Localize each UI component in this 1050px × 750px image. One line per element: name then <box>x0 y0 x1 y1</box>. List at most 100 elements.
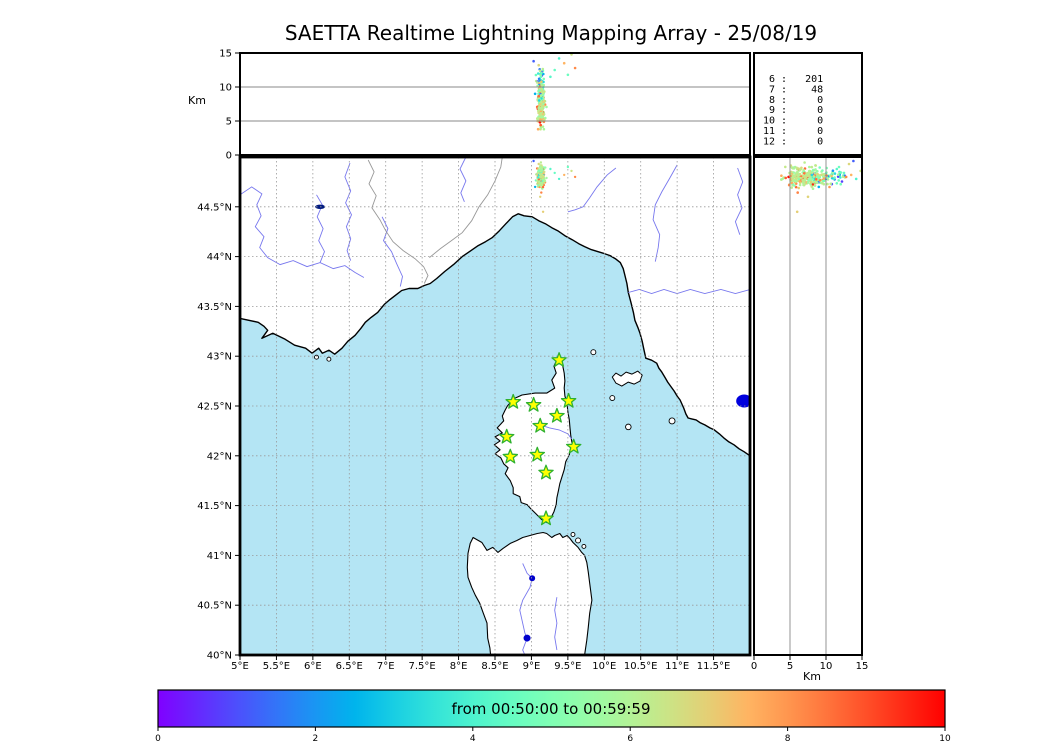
lightning-point <box>541 185 545 189</box>
lightning-point <box>798 183 802 187</box>
lightning-point <box>537 99 541 102</box>
map-panel: 5°E 5.5°E 6°E 6.5°E 7°E 7.5°E 8°E 8.5°E 9°E 9.5°E… <box>197 155 752 672</box>
map-xtick-label: 5.5°E <box>263 661 290 672</box>
map-ytick-label: 41°N <box>207 551 232 562</box>
right-xtick-label: 0 <box>751 661 757 672</box>
lightning-point <box>541 174 544 177</box>
river <box>554 597 558 651</box>
lightning-point <box>540 167 543 170</box>
river <box>652 164 678 262</box>
right-xtick-label: 10 <box>820 661 833 672</box>
lightning-point <box>542 77 546 81</box>
lightning-point <box>835 167 839 171</box>
lightning-point <box>557 177 561 181</box>
colorbar-label: from 00:50:00 to 00:59:59 <box>451 700 650 718</box>
stats-row: 8 : 0 <box>763 95 823 106</box>
lightning-point <box>812 180 815 184</box>
map-xtick-label: 11°E <box>665 661 689 672</box>
map-xtick-label: 9°E <box>523 661 541 672</box>
lake <box>736 394 750 408</box>
lightning-point <box>541 168 544 172</box>
island <box>668 417 676 425</box>
lightning-point <box>844 175 848 179</box>
lightning-point <box>795 210 799 214</box>
lightning-point <box>804 177 807 181</box>
stats-row: 7 : 48 <box>763 84 823 95</box>
lightning-point <box>798 180 801 183</box>
lightning-point <box>793 184 796 187</box>
map-xtick-label: 10°E <box>592 661 616 672</box>
lightning-point <box>553 68 556 72</box>
lightning-point <box>541 91 545 95</box>
lightning-point <box>537 63 540 67</box>
map-ytick-label: 44°N <box>207 252 232 263</box>
map-xtick-label: 8°E <box>450 661 468 672</box>
lightning-point <box>792 167 796 170</box>
lightning-point <box>542 127 546 131</box>
lightning-point <box>539 161 543 164</box>
lightning-point <box>842 171 846 175</box>
lightning-point <box>536 117 539 120</box>
lightning-point <box>829 182 832 186</box>
colorbar-tick-label: 2 <box>313 734 319 744</box>
lightning-point <box>537 92 540 96</box>
lightning-point <box>854 177 858 181</box>
lightning-point <box>566 73 570 77</box>
lightning-point <box>537 94 541 98</box>
lightning-point <box>806 172 809 176</box>
station-star <box>505 393 521 409</box>
time-colorbar: 0 2 4 6 8 10 <box>155 689 951 744</box>
lightning-point <box>538 173 542 176</box>
top-ytick-label: 5 <box>226 117 232 128</box>
lightning-point <box>541 178 544 181</box>
lightning-point <box>802 183 805 187</box>
station-star <box>532 417 548 433</box>
lightning-point <box>839 171 843 174</box>
lightning-point <box>802 175 806 178</box>
lightning-point <box>833 172 837 175</box>
lightning-point <box>534 73 538 77</box>
lightning-point <box>542 72 545 76</box>
river <box>240 186 365 278</box>
lightning-point <box>839 176 842 179</box>
lightning-point <box>566 165 570 169</box>
lightning-point <box>539 94 543 97</box>
lightning-point <box>537 162 540 166</box>
stats-row: 10 : 0 <box>763 116 823 127</box>
lightning-point <box>810 173 814 177</box>
top-ytick-label: 15 <box>219 49 232 60</box>
lightning-point <box>797 186 800 190</box>
island <box>570 532 576 537</box>
lightning-point <box>539 118 542 121</box>
island <box>625 423 632 431</box>
lightning-point <box>539 195 542 198</box>
lightning-point <box>533 92 537 96</box>
lightning-point <box>792 176 795 179</box>
station-star <box>565 438 582 454</box>
lightning-point <box>539 123 542 127</box>
island <box>590 349 597 356</box>
lightning-point <box>537 176 540 179</box>
lightning-point <box>549 167 552 171</box>
lightning-point <box>537 167 540 170</box>
lightning-point <box>537 89 541 92</box>
lightning-point <box>812 175 816 178</box>
right-xtick-label: 5 <box>787 661 793 672</box>
lightning-point <box>815 181 819 184</box>
lightning-point <box>852 159 855 163</box>
station-star <box>538 510 554 526</box>
map-ytick-label: 44.5°N <box>197 202 232 213</box>
lightning-point <box>822 172 826 176</box>
island <box>581 543 587 549</box>
lightning-point <box>538 69 542 73</box>
map-xtick-label: 5°E <box>231 661 249 672</box>
top-panel-frame <box>239 52 751 156</box>
lightning-point <box>808 165 811 169</box>
lightning-point <box>784 165 787 169</box>
lightning-point <box>538 102 542 106</box>
landmass-continent <box>240 157 750 457</box>
lightning-point <box>831 169 835 172</box>
lightning-point <box>837 173 840 176</box>
